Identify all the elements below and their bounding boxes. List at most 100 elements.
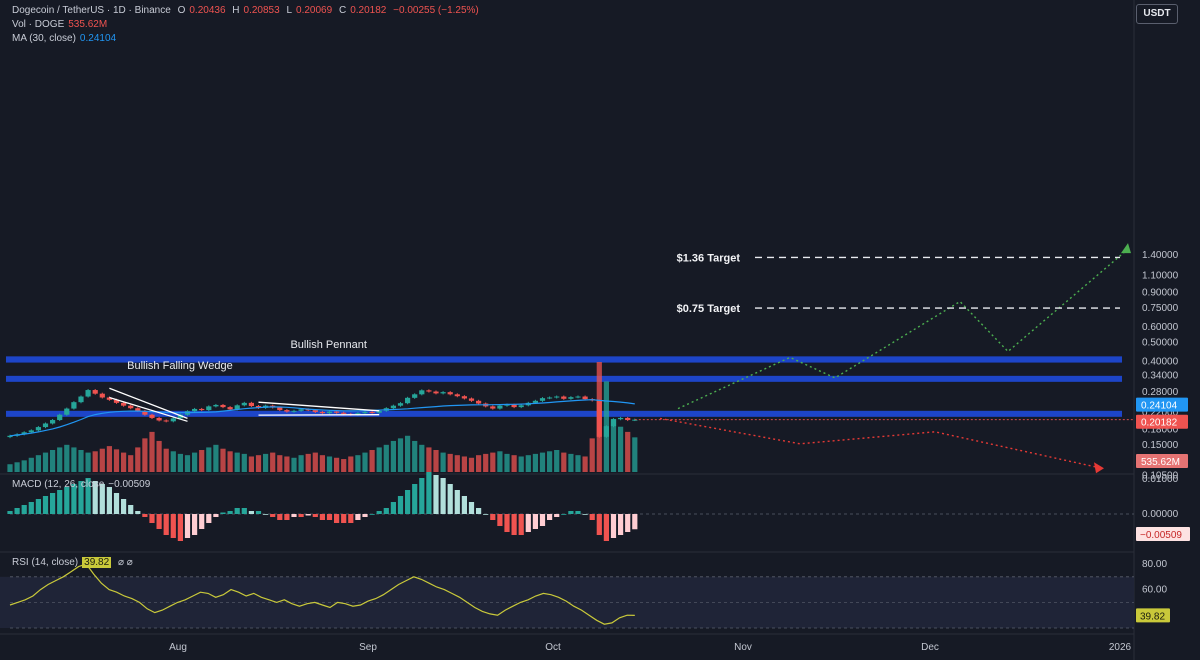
candle-body — [419, 390, 425, 395]
volume-bar — [341, 459, 347, 472]
candle-body — [128, 405, 134, 409]
macd-histogram-bar — [113, 493, 120, 514]
candle-body — [490, 406, 496, 409]
volume-bar — [78, 450, 84, 472]
candle-body — [85, 390, 91, 397]
volume-bar — [561, 452, 567, 472]
volume-bar — [326, 456, 333, 472]
price-tick-label: 0.18000 — [1142, 424, 1179, 435]
macd-histogram-bar — [284, 514, 290, 520]
macd-histogram-bar — [270, 514, 276, 517]
macd-label: MACD (12, 26, close — [12, 479, 105, 490]
volume-bar — [184, 455, 191, 472]
volume-bar — [163, 448, 169, 472]
macd-histogram-bar — [128, 505, 134, 514]
support-resistance-zone — [6, 375, 1122, 382]
volume-bar — [234, 452, 240, 472]
volume-bar — [21, 460, 27, 472]
macd-histogram-bar — [539, 514, 546, 526]
volume-bar — [433, 450, 439, 472]
volume-bar — [575, 455, 581, 472]
volume-bar — [582, 456, 588, 472]
candle-body — [355, 413, 361, 415]
macd-histogram-bar — [454, 490, 460, 514]
candle-body — [518, 405, 524, 408]
macd-histogram-bar — [199, 514, 205, 529]
candle-body — [461, 396, 467, 399]
volume-bar — [305, 453, 311, 472]
candle-body — [476, 400, 482, 404]
macd-histogram-bar — [518, 514, 524, 535]
candle-body — [504, 404, 510, 406]
macd-histogram-bar — [21, 505, 27, 514]
macd-histogram-bar — [334, 514, 340, 523]
volume-bar — [547, 451, 553, 472]
volume-label: Vol · DOGE — [12, 19, 65, 30]
volume-bar — [625, 431, 631, 472]
candle-body — [618, 417, 624, 420]
macd-histogram-bar — [568, 511, 574, 514]
last-price-badge: 0.20182 — [1141, 418, 1178, 429]
candle-body — [447, 392, 453, 395]
macd-histogram-bar — [390, 502, 396, 514]
candle-body — [113, 399, 120, 403]
macd-histogram-bar — [14, 508, 20, 514]
price-tick-label: 1.40000 — [1142, 250, 1179, 261]
macd-histogram-bar — [184, 514, 191, 538]
volume-bar — [447, 453, 453, 472]
macd-histogram-bar — [255, 511, 262, 514]
change-value: −0.00255 (−1.25%) — [393, 5, 479, 16]
macd-histogram-bar — [263, 514, 269, 515]
candle-body — [539, 398, 546, 401]
macd-histogram-bar — [504, 514, 510, 532]
candle-body — [305, 409, 311, 411]
macd-histogram-bar — [298, 514, 304, 517]
volume-bar — [461, 456, 467, 472]
price-tick-label: 1.10000 — [1142, 270, 1179, 281]
candle-body — [390, 405, 396, 409]
ma-label: MA (30, close) — [12, 33, 76, 44]
volume-bar — [263, 453, 269, 472]
macd-histogram-bar — [582, 514, 588, 515]
currency-button[interactable]: USDT — [1136, 4, 1178, 24]
volume-bar — [121, 452, 127, 472]
macd-badge: −0.00509 — [1140, 530, 1182, 541]
price-tick-label: 0.75000 — [1142, 303, 1179, 314]
volume-bar — [7, 464, 13, 472]
candle-body — [92, 390, 98, 394]
macd-histogram-bar — [426, 472, 432, 514]
time-tick-label: Oct — [545, 642, 561, 653]
rsi-badge: 39.82 — [1140, 611, 1165, 622]
candle-body — [241, 402, 247, 406]
candle-body — [625, 417, 631, 421]
macd-value: −0.00509 — [108, 479, 151, 490]
candle-body — [412, 394, 418, 398]
volume-bar — [71, 447, 77, 472]
macd-histogram-bar — [362, 514, 368, 517]
rsi-extra: ⌀ ⌀ — [117, 557, 133, 568]
volume-bar — [397, 438, 404, 472]
candle-body — [405, 397, 411, 404]
macd-histogram-bar — [149, 514, 155, 523]
low-label: L — [286, 5, 293, 16]
volume-bar — [206, 447, 212, 472]
macd-histogram-bar — [28, 502, 34, 514]
macd-histogram-bar — [575, 511, 581, 514]
macd-histogram-bar — [497, 514, 503, 526]
macd-histogram-bar — [64, 487, 70, 514]
volume-value: 535.62M — [68, 19, 108, 30]
volume-bar — [291, 457, 297, 472]
macd-histogram-bar — [213, 514, 219, 517]
wedge-lower-line — [109, 396, 188, 422]
macd-histogram-bar — [92, 481, 98, 514]
volume-bar — [149, 431, 155, 472]
macd-tick-label: 0.00000 — [1142, 509, 1179, 520]
macd-histogram-bar — [99, 484, 105, 514]
volume-bar — [348, 456, 354, 472]
macd-histogram-bar — [277, 514, 283, 520]
volume-bar — [220, 448, 226, 472]
symbol-title: Dogecoin / TetherUS · 1D · Binance — [12, 5, 171, 16]
volume-bar — [57, 447, 63, 472]
candle-body — [42, 423, 49, 428]
